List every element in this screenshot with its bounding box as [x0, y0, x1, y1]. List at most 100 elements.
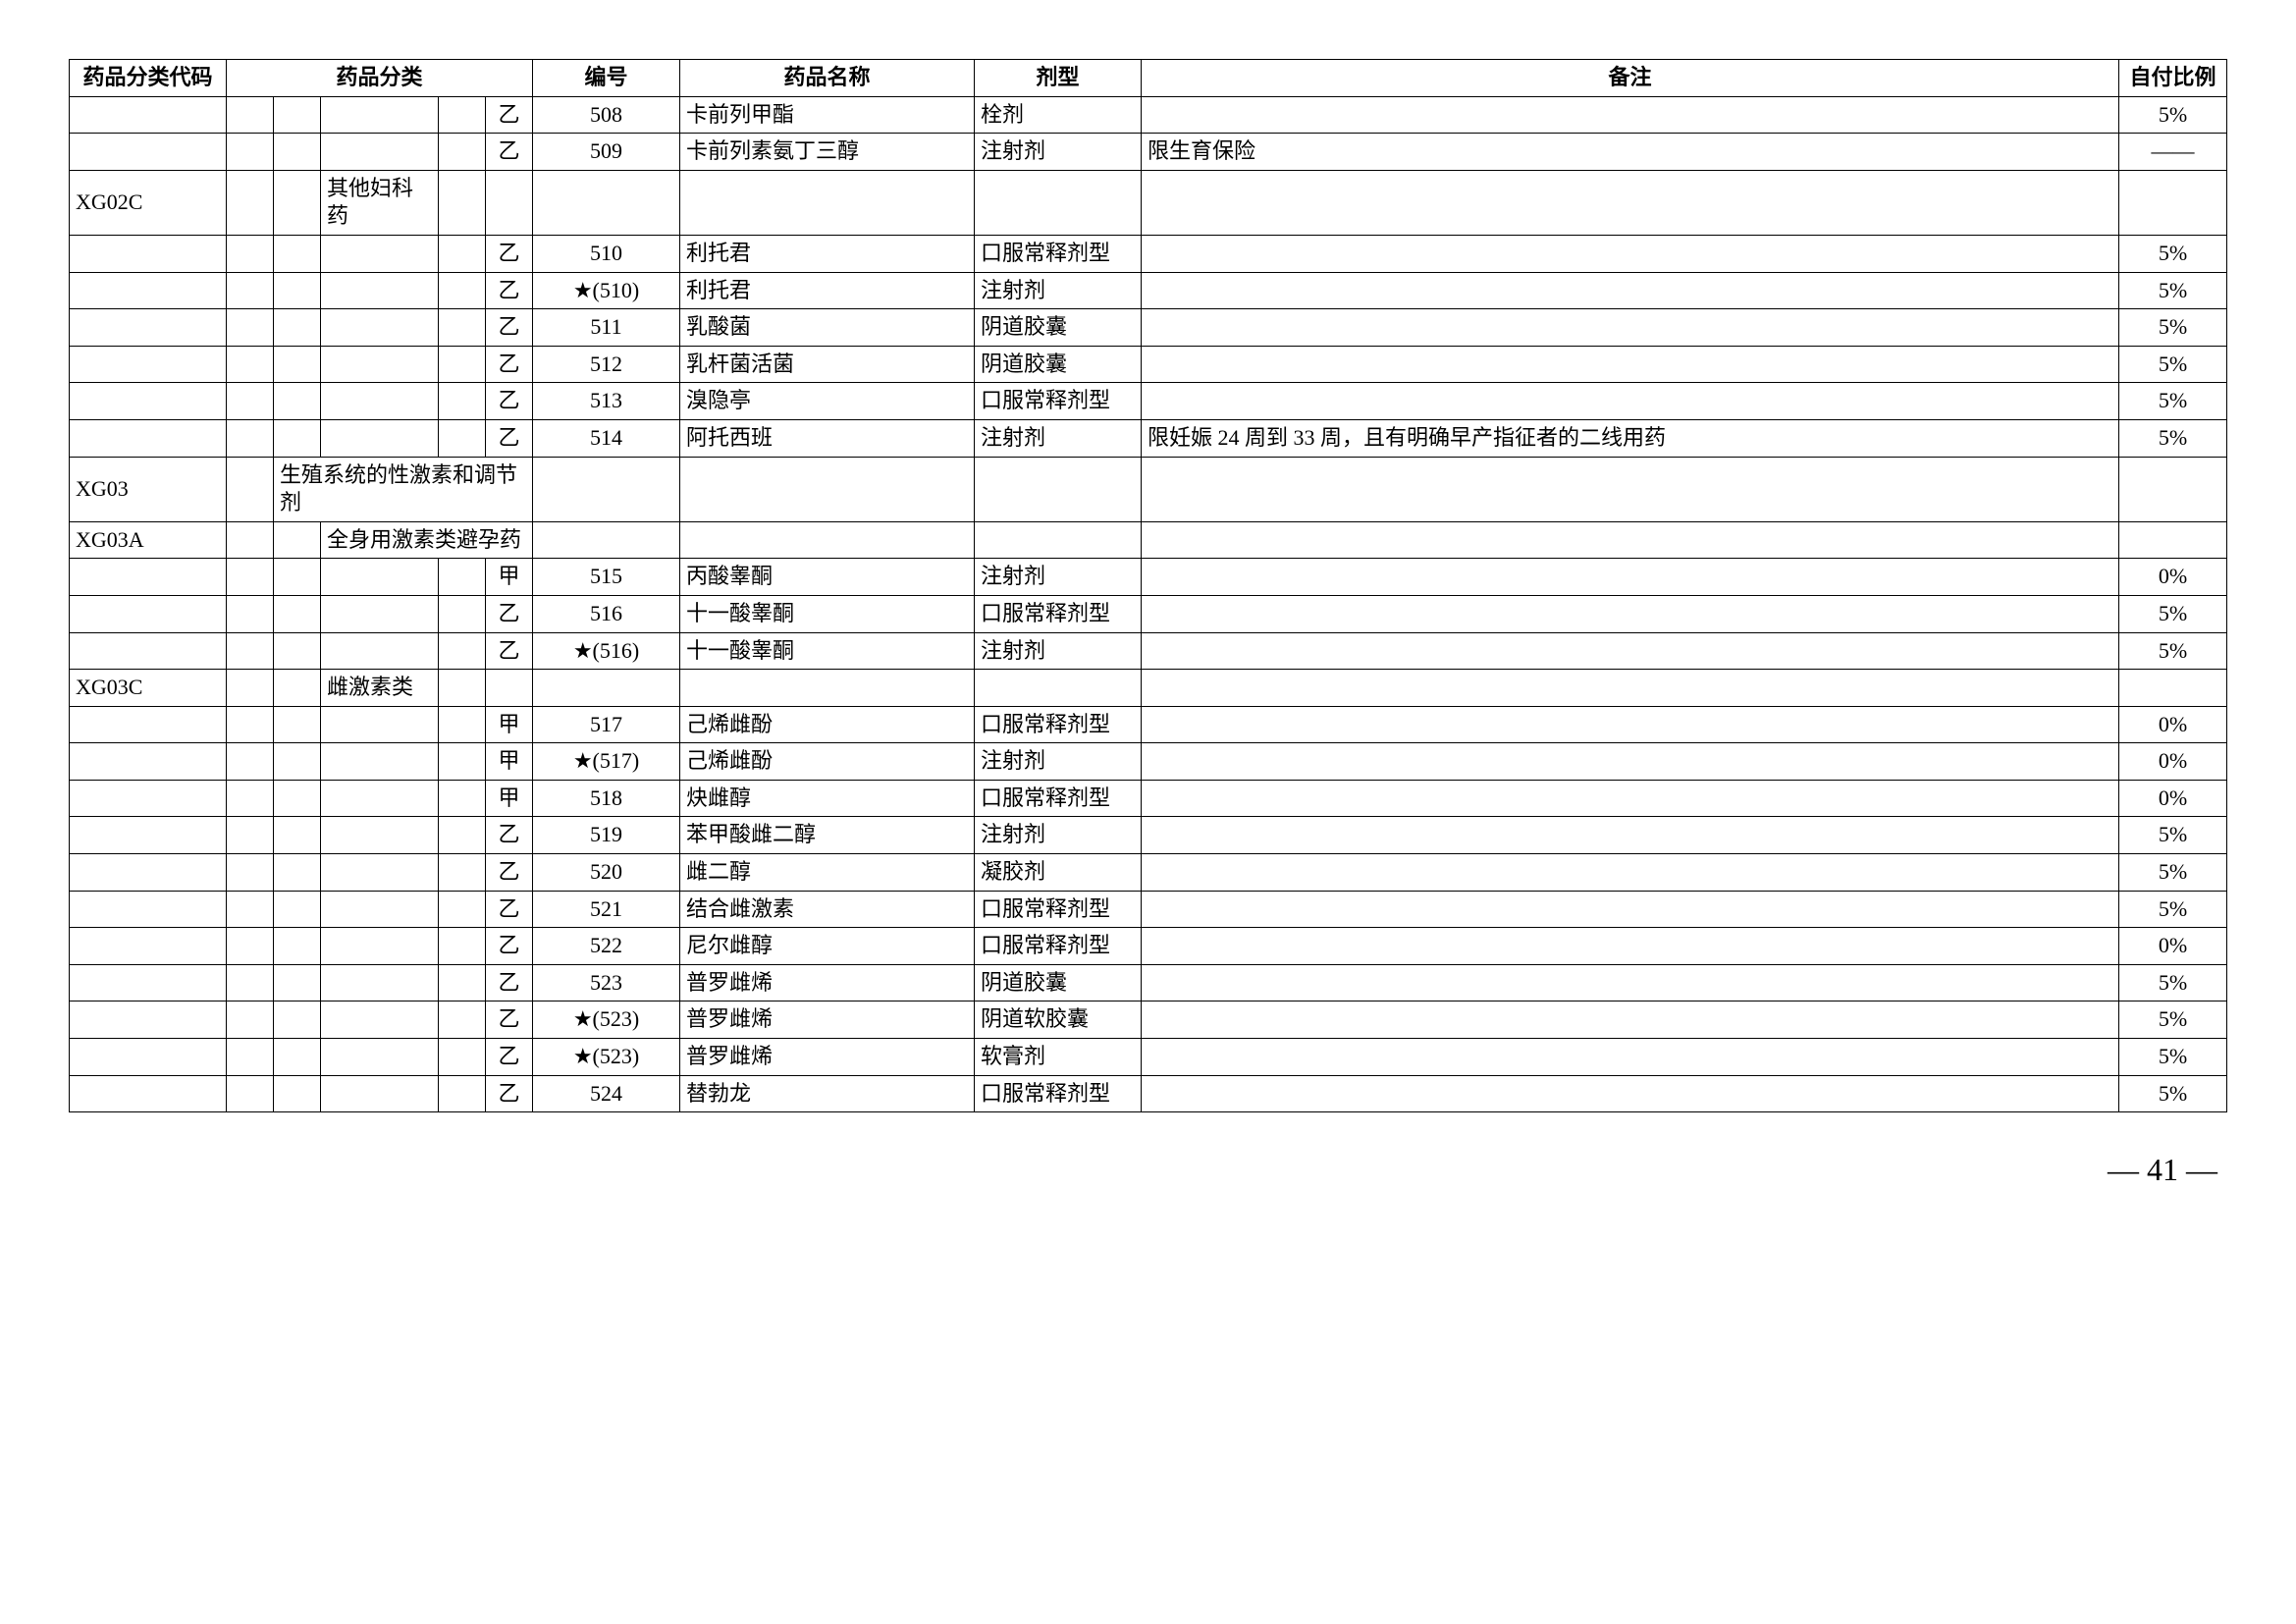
cell-form: 口服常释剂型 — [975, 780, 1142, 817]
cell-form — [975, 670, 1142, 707]
header-note: 备注 — [1142, 60, 2119, 97]
cell-cat1 — [227, 521, 274, 559]
cell-form: 口服常释剂型 — [975, 891, 1142, 928]
table-row: 乙516十一酸睾酮口服常释剂型5% — [70, 595, 2227, 632]
cell-note — [1142, 928, 2119, 965]
cell-ratio — [2119, 670, 2227, 707]
cell-number: ★(523) — [533, 1039, 680, 1076]
cell-code — [70, 1001, 227, 1039]
cell-code: XG02C — [70, 170, 227, 235]
cell-cat2 — [274, 670, 321, 707]
cell-form: 阴道软胶囊 — [975, 1001, 1142, 1039]
cell-cat3 — [321, 1075, 439, 1112]
cell-cat4 — [439, 235, 486, 272]
cell-form: 注射剂 — [975, 817, 1142, 854]
cell-note: 限生育保险 — [1142, 134, 2119, 171]
table-row: 乙★(510)利托君注射剂5% — [70, 272, 2227, 309]
cell-cat5: 乙 — [486, 891, 533, 928]
cell-cat5: 乙 — [486, 817, 533, 854]
cell-ratio: 5% — [2119, 346, 2227, 383]
cell-code — [70, 134, 227, 171]
cell-cat1 — [227, 1001, 274, 1039]
cell-cat2 — [274, 559, 321, 596]
cell-cat2 — [274, 272, 321, 309]
cell-note — [1142, 854, 2119, 892]
cell-ratio: 5% — [2119, 595, 2227, 632]
cell-note — [1142, 383, 2119, 420]
cell-number — [533, 170, 680, 235]
cell-category-span: 生殖系统的性激素和调节剂 — [274, 457, 533, 521]
cell-cat5: 甲 — [486, 559, 533, 596]
header-name: 药品名称 — [680, 60, 975, 97]
cell-drug-name: 乳杆菌活菌 — [680, 346, 975, 383]
cell-code — [70, 383, 227, 420]
cell-cat2 — [274, 419, 321, 457]
cell-note — [1142, 96, 2119, 134]
cell-drug-name: 溴隐亭 — [680, 383, 975, 420]
cell-code — [70, 1039, 227, 1076]
table-row: XG03C雌激素类 — [70, 670, 2227, 707]
cell-number: 524 — [533, 1075, 680, 1112]
cell-form: 凝胶剂 — [975, 854, 1142, 892]
cell-note — [1142, 1039, 2119, 1076]
cell-cat1 — [227, 559, 274, 596]
cell-cat5: 乙 — [486, 928, 533, 965]
cell-number: 513 — [533, 383, 680, 420]
table-row: 甲517己烯雌酚口服常释剂型0% — [70, 706, 2227, 743]
cell-cat1 — [227, 706, 274, 743]
cell-ratio: 0% — [2119, 559, 2227, 596]
cell-cat2 — [274, 346, 321, 383]
cell-note — [1142, 521, 2119, 559]
cell-code — [70, 235, 227, 272]
header-number: 编号 — [533, 60, 680, 97]
cell-cat5: 乙 — [486, 346, 533, 383]
cell-cat5 — [486, 170, 533, 235]
cell-cat1 — [227, 309, 274, 347]
cell-form: 软膏剂 — [975, 1039, 1142, 1076]
cell-cat1 — [227, 632, 274, 670]
cell-cat3 — [321, 309, 439, 347]
cell-ratio: 5% — [2119, 891, 2227, 928]
table-row: 乙★(523)普罗雌烯阴道软胶囊5% — [70, 1001, 2227, 1039]
cell-form: 注射剂 — [975, 419, 1142, 457]
table-row: 乙513溴隐亭口服常释剂型5% — [70, 383, 2227, 420]
cell-cat1 — [227, 96, 274, 134]
cell-cat2 — [274, 891, 321, 928]
cell-cat2 — [274, 595, 321, 632]
cell-code: XG03 — [70, 457, 227, 521]
cell-cat4 — [439, 670, 486, 707]
cell-form: 注射剂 — [975, 134, 1142, 171]
table-row: 乙509卡前列素氨丁三醇注射剂限生育保险—— — [70, 134, 2227, 171]
cell-cat5: 乙 — [486, 419, 533, 457]
cell-ratio: 0% — [2119, 780, 2227, 817]
cell-drug-name: 乳酸菌 — [680, 309, 975, 347]
cell-ratio: 5% — [2119, 272, 2227, 309]
cell-cat1 — [227, 1039, 274, 1076]
cell-code — [70, 780, 227, 817]
cell-cat3 — [321, 780, 439, 817]
cell-cat1 — [227, 134, 274, 171]
cell-cat5: 乙 — [486, 1075, 533, 1112]
cell-ratio: 5% — [2119, 854, 2227, 892]
cell-cat2 — [274, 632, 321, 670]
cell-number: 512 — [533, 346, 680, 383]
cell-ratio — [2119, 457, 2227, 521]
cell-cat5: 乙 — [486, 272, 533, 309]
cell-cat2 — [274, 170, 321, 235]
cell-note — [1142, 559, 2119, 596]
cell-note — [1142, 706, 2119, 743]
cell-ratio: 5% — [2119, 1075, 2227, 1112]
drug-table: 药品分类代码 药品分类 编号 药品名称 剂型 备注 自付比例 乙508卡前列甲酯… — [69, 59, 2227, 1112]
cell-cat2 — [274, 743, 321, 781]
table-row: 乙★(523)普罗雌烯软膏剂5% — [70, 1039, 2227, 1076]
cell-cat4 — [439, 272, 486, 309]
cell-cat3 — [321, 559, 439, 596]
cell-ratio: 0% — [2119, 743, 2227, 781]
table-row: 乙523普罗雌烯阴道胶囊5% — [70, 964, 2227, 1001]
cell-note — [1142, 457, 2119, 521]
cell-cat1 — [227, 928, 274, 965]
cell-cat5: 乙 — [486, 309, 533, 347]
cell-cat4 — [439, 780, 486, 817]
cell-ratio: 5% — [2119, 1001, 2227, 1039]
cell-cat4 — [439, 964, 486, 1001]
